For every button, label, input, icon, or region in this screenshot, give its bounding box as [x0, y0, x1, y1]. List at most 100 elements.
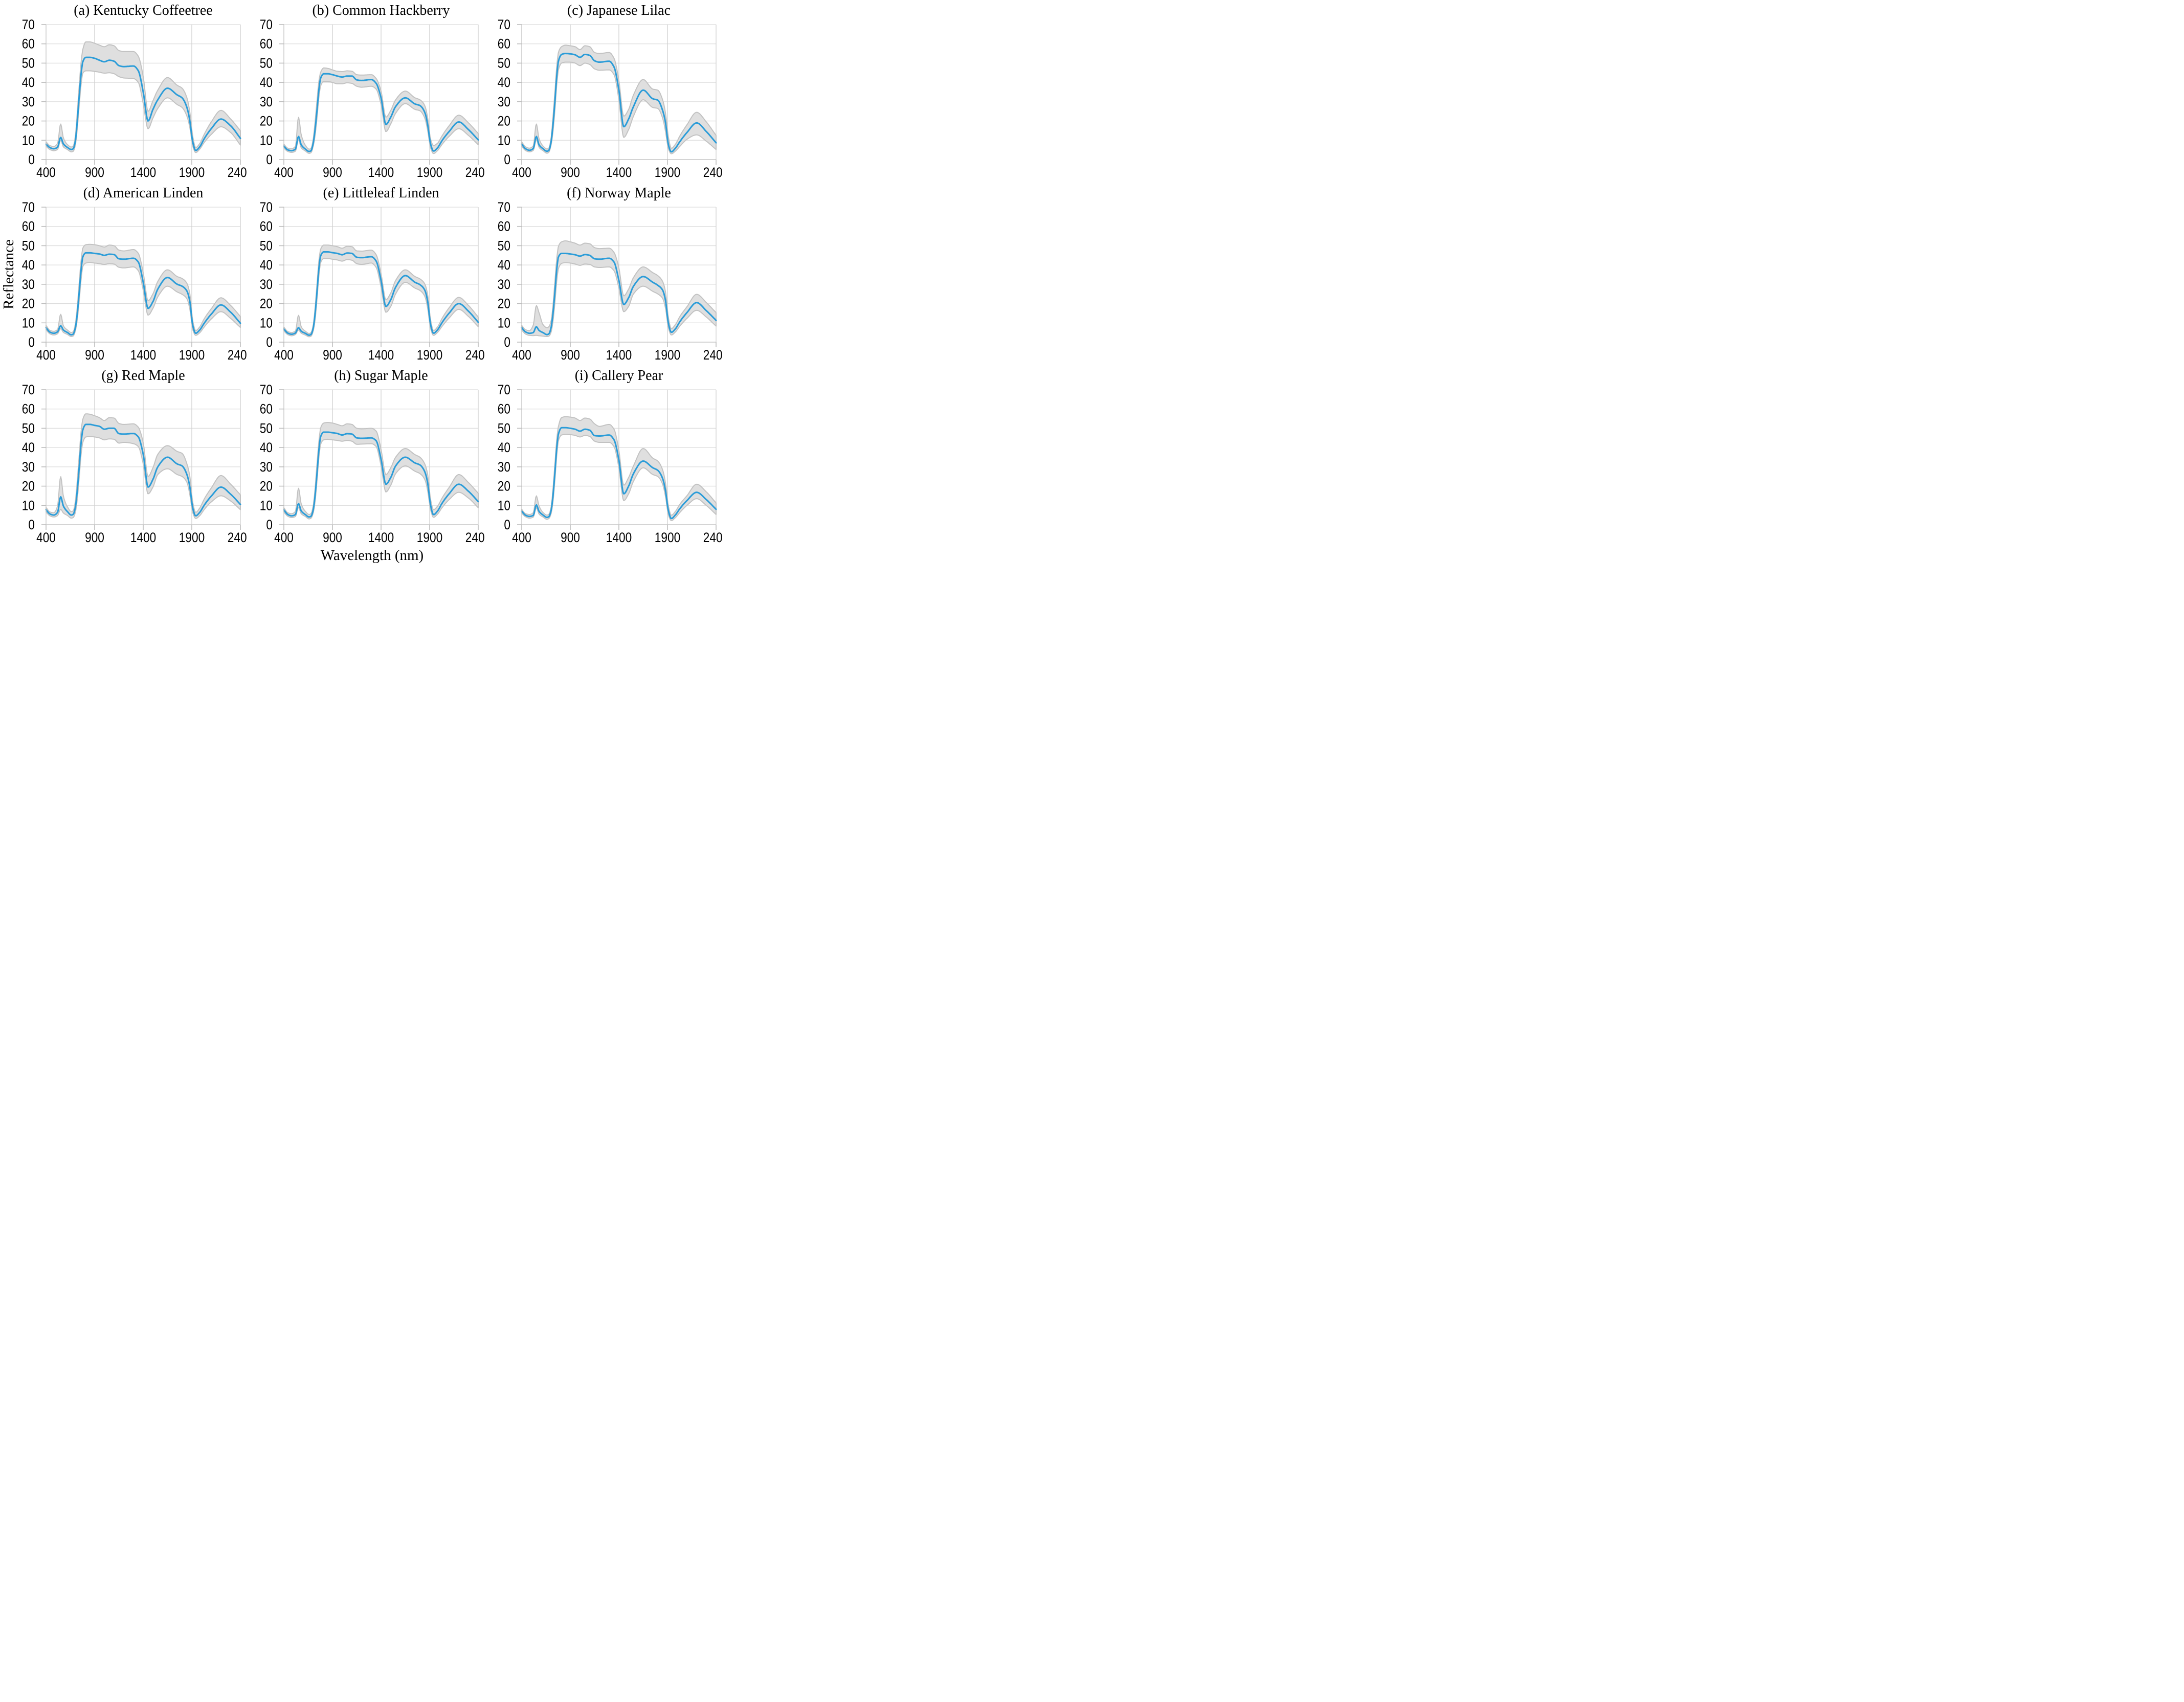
y-tick-label: 10 [22, 132, 35, 148]
y-tick-label: 20 [498, 114, 510, 129]
x-tick-label: 900 [561, 347, 580, 363]
x-tick-label: 1400 [606, 347, 632, 363]
x-tick-label: 400 [36, 530, 56, 545]
y-tick-label: 20 [260, 296, 273, 311]
x-tick-label: 1400 [130, 165, 156, 180]
y-tick-labels: 0 10 20 30 40 50 60 70 [260, 19, 273, 167]
x-tick-label: 400 [36, 165, 56, 180]
y-tick-label: 50 [498, 238, 510, 253]
y-axis-title-text: Reflectance [0, 239, 17, 309]
y-tick-label: 70 [260, 385, 273, 397]
std-dev-band-area [521, 44, 717, 154]
x-tick-label: 1400 [130, 530, 156, 545]
x-tick-label: 1900 [655, 347, 680, 363]
x-axis-title-text: Wavelength (nm) [320, 547, 424, 564]
axes [279, 389, 479, 530]
mean-reflectance-line [283, 73, 479, 152]
chart-grid: (a) Kentucky Coffeetree 400 900 1400 1900 24… [15, 1, 729, 549]
subplot-f-title: (f) Norway Maple [567, 185, 671, 201]
x-tick-label: 400 [512, 530, 531, 545]
y-tick-label: 20 [260, 114, 273, 129]
x-tick-label: 1900 [417, 530, 442, 545]
y-tick-label: 10 [260, 315, 273, 330]
x-tick-label: 900 [561, 530, 580, 545]
x-tick-label: 1900 [417, 347, 442, 363]
std-dev-band-area [283, 67, 479, 154]
x-tick-label: 400 [274, 347, 294, 363]
x-tick-label: 400 [512, 165, 531, 180]
y-tick-label: 0 [504, 334, 510, 350]
y-tick-label: 0 [28, 517, 35, 532]
x-tick-label: 1400 [368, 347, 394, 363]
subplot-g: (g) Red Maple 40090014001900240001020304… [15, 366, 253, 549]
y-tick-label: 30 [260, 94, 273, 109]
subplot-e-title: (e) Littleleaf Linden [323, 185, 439, 201]
subplot-i-title: (i) Callery Pear [574, 368, 663, 384]
subplot-h-title: (h) Sugar Maple [334, 368, 428, 384]
y-tick-label: 60 [498, 401, 510, 417]
y-tick-label: 40 [498, 75, 510, 90]
y-tick-label: 50 [498, 420, 510, 436]
y-tick-label: 20 [22, 479, 35, 494]
y-tick-label: 70 [260, 19, 273, 32]
y-tick-labels: 0 10 20 30 40 50 60 70 [260, 385, 273, 532]
mean-reflectance-line [45, 252, 241, 336]
y-tick-label: 30 [260, 459, 273, 475]
subplot-a: (a) Kentucky Coffeetree 400 900 1400 1900 24… [15, 1, 253, 184]
y-tick-label: 0 [266, 517, 273, 532]
y-tick-label: 40 [22, 440, 35, 455]
y-tick-label: 0 [28, 334, 35, 350]
y-tick-label: 60 [498, 36, 510, 52]
subplot-c-title: (c) Japanese Lilac [567, 3, 671, 18]
std-dev-band [521, 44, 717, 154]
y-tick-label: 50 [260, 55, 273, 71]
std-dev-band [46, 413, 241, 519]
std-dev-band [521, 416, 717, 521]
y-tick-label: 60 [260, 401, 273, 417]
reflectance-figure: Reflectance (a) Kentucky Coffeetree 400 9… [0, 0, 728, 567]
y-tick-label: 50 [498, 55, 510, 71]
x-tick-label: 900 [323, 530, 342, 545]
y-tick-label: 30 [260, 277, 273, 292]
x-tick-label: 1900 [179, 165, 205, 180]
x-tick-label: 1400 [606, 165, 632, 180]
std-dev-band [283, 67, 479, 154]
y-tick-labels: 0 10 20 30 40 50 60 70 [22, 19, 35, 167]
subplot-a-title: (a) Kentucky Coffeetree [74, 3, 213, 18]
y-tick-label: 40 [498, 440, 510, 455]
std-dev-band [46, 41, 241, 153]
y-tick-label: 10 [498, 132, 510, 148]
y-tick-labels: 0 10 20 30 40 50 60 70 [498, 385, 510, 532]
y-tick-label: 40 [498, 257, 510, 273]
y-tick-label: 20 [22, 114, 35, 129]
y-tick-labels: 0 10 20 30 40 50 60 70 [260, 202, 273, 350]
y-tick-labels: 0 10 20 30 40 50 60 70 [22, 202, 35, 350]
y-tick-label: 10 [260, 498, 273, 513]
y-tick-label: 40 [22, 75, 35, 90]
y-tick-label: 60 [22, 401, 35, 417]
y-tick-label: 50 [260, 238, 273, 253]
axes [279, 207, 479, 347]
y-tick-label: 50 [22, 238, 35, 253]
y-tick-label: 60 [260, 219, 273, 234]
y-tick-label: 40 [22, 257, 35, 273]
y-tick-label: 0 [504, 152, 510, 167]
x-tick-label: 1900 [179, 347, 205, 363]
mean-reflectance-line [283, 431, 479, 518]
y-tick-label: 0 [504, 517, 510, 532]
subplot-d-title: (d) American Linden [83, 185, 204, 201]
